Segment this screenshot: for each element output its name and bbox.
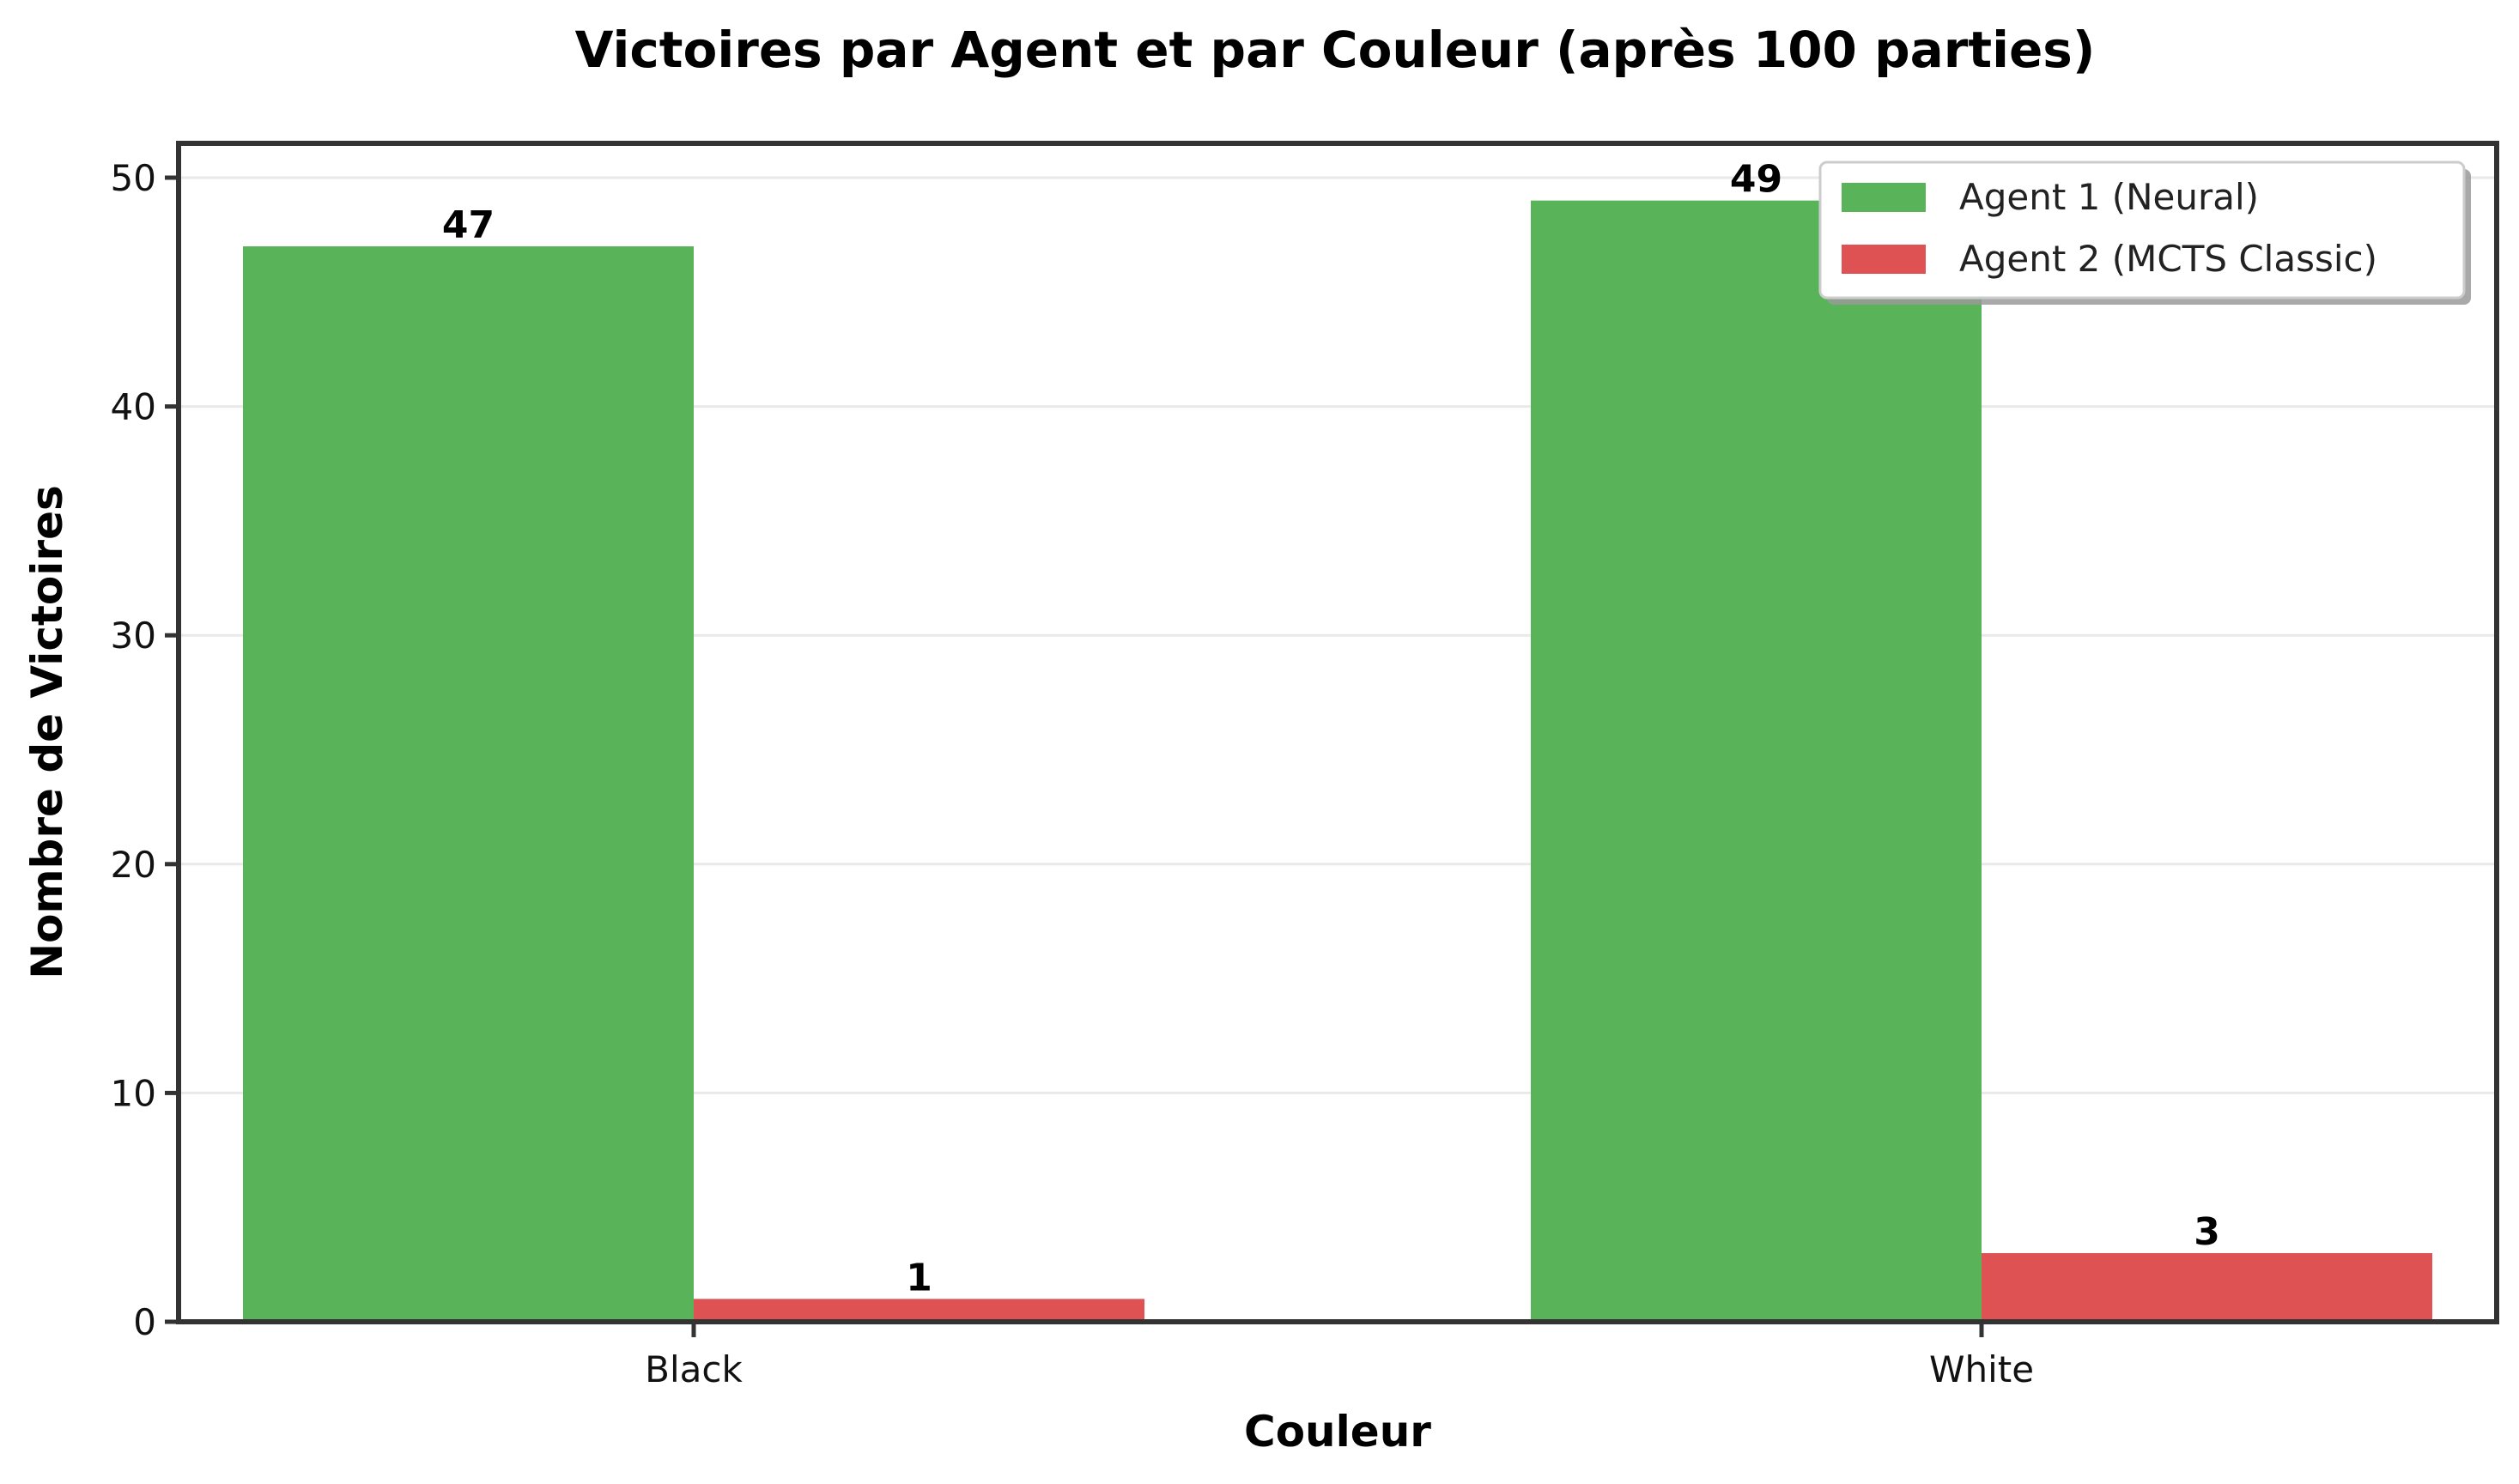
data-labels: 47 1 49 3: [442, 158, 2220, 1300]
y-tick-label: 20: [111, 844, 156, 886]
bar-black-series-2: [694, 1299, 1144, 1322]
x-axis-ticks: Black White: [645, 1322, 2034, 1390]
bar-black-series-1: [243, 245, 694, 1322]
legend-swatch: [1842, 245, 1926, 274]
y-axis-label: Nombre de Victoires: [22, 485, 72, 979]
bar-white-series-2: [1982, 1253, 2432, 1322]
x-tick-label: White: [1929, 1348, 2034, 1390]
legend-entry-label: Agent 2 (MCTS Classic): [1959, 238, 2377, 280]
y-tick-label: 10: [111, 1072, 156, 1114]
chart-title: Victoires par Agent et par Couleur (aprè…: [575, 21, 2096, 79]
legend-swatch: [1842, 183, 1926, 212]
data-label: 49: [1730, 158, 1782, 202]
x-tick-label: Black: [645, 1348, 743, 1390]
x-axis-label: Couleur: [1244, 1407, 1431, 1457]
legend-entry-label: Agent 1 (Neural): [1959, 176, 2259, 218]
legend-box: [1818, 161, 2466, 300]
y-tick-label: 40: [111, 386, 156, 428]
y-tick-label: 30: [111, 615, 156, 657]
y-tick-label: 0: [133, 1301, 156, 1343]
data-label: 47: [442, 203, 495, 247]
y-tick-label: 50: [111, 157, 156, 199]
bar-white-series-1: [1531, 200, 1982, 1322]
legend: Agent 1 (Neural) Agent 2 (MCTS Classic): [1818, 161, 2471, 305]
data-label: 1: [906, 1256, 932, 1299]
plot-area-frame: [176, 141, 2499, 1324]
bars: [243, 200, 2432, 1322]
y-axis-ticks: 0 10 20 30 40 50: [111, 157, 179, 1343]
data-label: 3: [2194, 1210, 2220, 1254]
